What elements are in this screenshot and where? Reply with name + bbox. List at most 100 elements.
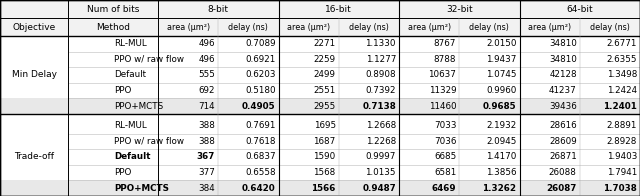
Text: 1.1277: 1.1277 xyxy=(365,55,396,64)
Text: area (μm²): area (μm²) xyxy=(408,23,451,32)
Text: 1566: 1566 xyxy=(312,184,336,193)
Text: 2.8928: 2.8928 xyxy=(607,137,637,146)
Bar xyxy=(0,18,640,36)
Text: 1.3498: 1.3498 xyxy=(607,71,637,80)
Text: 34810: 34810 xyxy=(549,55,577,64)
Text: 0.6837: 0.6837 xyxy=(245,152,275,162)
Text: PPO+MCTS: PPO+MCTS xyxy=(115,102,164,111)
Text: 0.9487: 0.9487 xyxy=(362,184,396,193)
Text: 496: 496 xyxy=(199,55,215,64)
Text: area (μm²): area (μm²) xyxy=(528,23,571,32)
Text: 1.2401: 1.2401 xyxy=(603,102,637,111)
Text: 0.7691: 0.7691 xyxy=(245,121,275,130)
Text: 0.6420: 0.6420 xyxy=(242,184,275,193)
Text: 2.8891: 2.8891 xyxy=(607,121,637,130)
Text: 388: 388 xyxy=(198,121,215,130)
Text: 2.0945: 2.0945 xyxy=(486,137,516,146)
Text: 1.2668: 1.2668 xyxy=(365,121,396,130)
Text: 2271: 2271 xyxy=(314,39,336,48)
Text: 28616: 28616 xyxy=(549,121,577,130)
Text: Default: Default xyxy=(115,71,147,80)
Text: 8767: 8767 xyxy=(434,39,456,48)
Text: 26087: 26087 xyxy=(547,184,577,193)
Text: 16-bit: 16-bit xyxy=(325,5,352,14)
Text: 39436: 39436 xyxy=(549,102,577,111)
Bar xyxy=(0,180,640,196)
Text: 11460: 11460 xyxy=(429,102,456,111)
Text: 388: 388 xyxy=(198,137,215,146)
Text: 1.2424: 1.2424 xyxy=(607,86,637,95)
Text: 0.5180: 0.5180 xyxy=(245,86,275,95)
Text: 32-bit: 32-bit xyxy=(446,5,472,14)
Bar xyxy=(0,98,640,114)
Text: 1687: 1687 xyxy=(314,137,336,146)
Text: Min Delay: Min Delay xyxy=(12,71,56,80)
Text: 0.6921: 0.6921 xyxy=(245,55,275,64)
Text: 1.0135: 1.0135 xyxy=(365,168,396,177)
Text: 0.9685: 0.9685 xyxy=(483,102,516,111)
Text: 0.7618: 0.7618 xyxy=(245,137,275,146)
Text: delay (ns): delay (ns) xyxy=(590,23,630,32)
Text: 1.9437: 1.9437 xyxy=(486,55,516,64)
Text: 26088: 26088 xyxy=(549,168,577,177)
Text: 28609: 28609 xyxy=(549,137,577,146)
Text: area (μm²): area (μm²) xyxy=(287,23,330,32)
Text: 6469: 6469 xyxy=(432,184,456,193)
Text: 367: 367 xyxy=(197,152,215,162)
Text: Method: Method xyxy=(96,23,130,32)
Text: 0.6203: 0.6203 xyxy=(245,71,275,80)
Text: 6581: 6581 xyxy=(434,168,456,177)
Text: 7033: 7033 xyxy=(434,121,456,130)
Text: PPO: PPO xyxy=(115,168,132,177)
Text: 1.1330: 1.1330 xyxy=(365,39,396,48)
Text: 2259: 2259 xyxy=(314,55,336,64)
Text: Num of bits: Num of bits xyxy=(87,5,139,14)
Text: 0.9960: 0.9960 xyxy=(486,86,516,95)
Text: delay (ns): delay (ns) xyxy=(469,23,509,32)
Text: 1.7038: 1.7038 xyxy=(604,184,637,193)
Text: 11329: 11329 xyxy=(429,86,456,95)
Text: 2.0150: 2.0150 xyxy=(486,39,516,48)
Text: 2.1932: 2.1932 xyxy=(486,121,516,130)
Text: Default: Default xyxy=(115,152,151,162)
Text: 1.3262: 1.3262 xyxy=(483,184,516,193)
Text: 384: 384 xyxy=(198,184,215,193)
Text: 0.8908: 0.8908 xyxy=(365,71,396,80)
Text: 555: 555 xyxy=(198,71,215,80)
Text: 26871: 26871 xyxy=(549,152,577,162)
Text: delay (ns): delay (ns) xyxy=(228,23,268,32)
Text: 6685: 6685 xyxy=(434,152,456,162)
Text: 8-bit: 8-bit xyxy=(208,5,228,14)
Text: 1568: 1568 xyxy=(314,168,336,177)
Text: Trade-off: Trade-off xyxy=(14,152,54,162)
Text: 64-bit: 64-bit xyxy=(566,5,593,14)
Text: 0.7089: 0.7089 xyxy=(245,39,275,48)
Text: Objective: Objective xyxy=(12,23,56,32)
Text: 0.6558: 0.6558 xyxy=(245,168,275,177)
Text: PPO w/ raw flow: PPO w/ raw flow xyxy=(115,55,184,64)
Text: 41237: 41237 xyxy=(549,86,577,95)
Text: 1.0745: 1.0745 xyxy=(486,71,516,80)
Text: 1.9403: 1.9403 xyxy=(607,152,637,162)
Text: 7036: 7036 xyxy=(434,137,456,146)
Text: 0.9997: 0.9997 xyxy=(365,152,396,162)
Text: 42128: 42128 xyxy=(549,71,577,80)
Text: 34810: 34810 xyxy=(549,39,577,48)
Text: 692: 692 xyxy=(199,86,215,95)
Text: 1.3856: 1.3856 xyxy=(486,168,516,177)
Text: 496: 496 xyxy=(199,39,215,48)
Text: 0.7138: 0.7138 xyxy=(362,102,396,111)
Text: 2955: 2955 xyxy=(314,102,336,111)
Text: 1.7941: 1.7941 xyxy=(607,168,637,177)
Text: PPO+MCTS: PPO+MCTS xyxy=(115,184,170,193)
Text: RL-MUL: RL-MUL xyxy=(115,121,147,130)
Text: 377: 377 xyxy=(198,168,215,177)
Text: 0.4905: 0.4905 xyxy=(242,102,275,111)
Text: 1.4170: 1.4170 xyxy=(486,152,516,162)
Text: area (μm²): area (μm²) xyxy=(166,23,210,32)
Text: 2499: 2499 xyxy=(314,71,336,80)
Bar xyxy=(0,0,640,18)
Text: 0.7392: 0.7392 xyxy=(365,86,396,95)
Text: delay (ns): delay (ns) xyxy=(349,23,389,32)
Text: 1590: 1590 xyxy=(314,152,336,162)
